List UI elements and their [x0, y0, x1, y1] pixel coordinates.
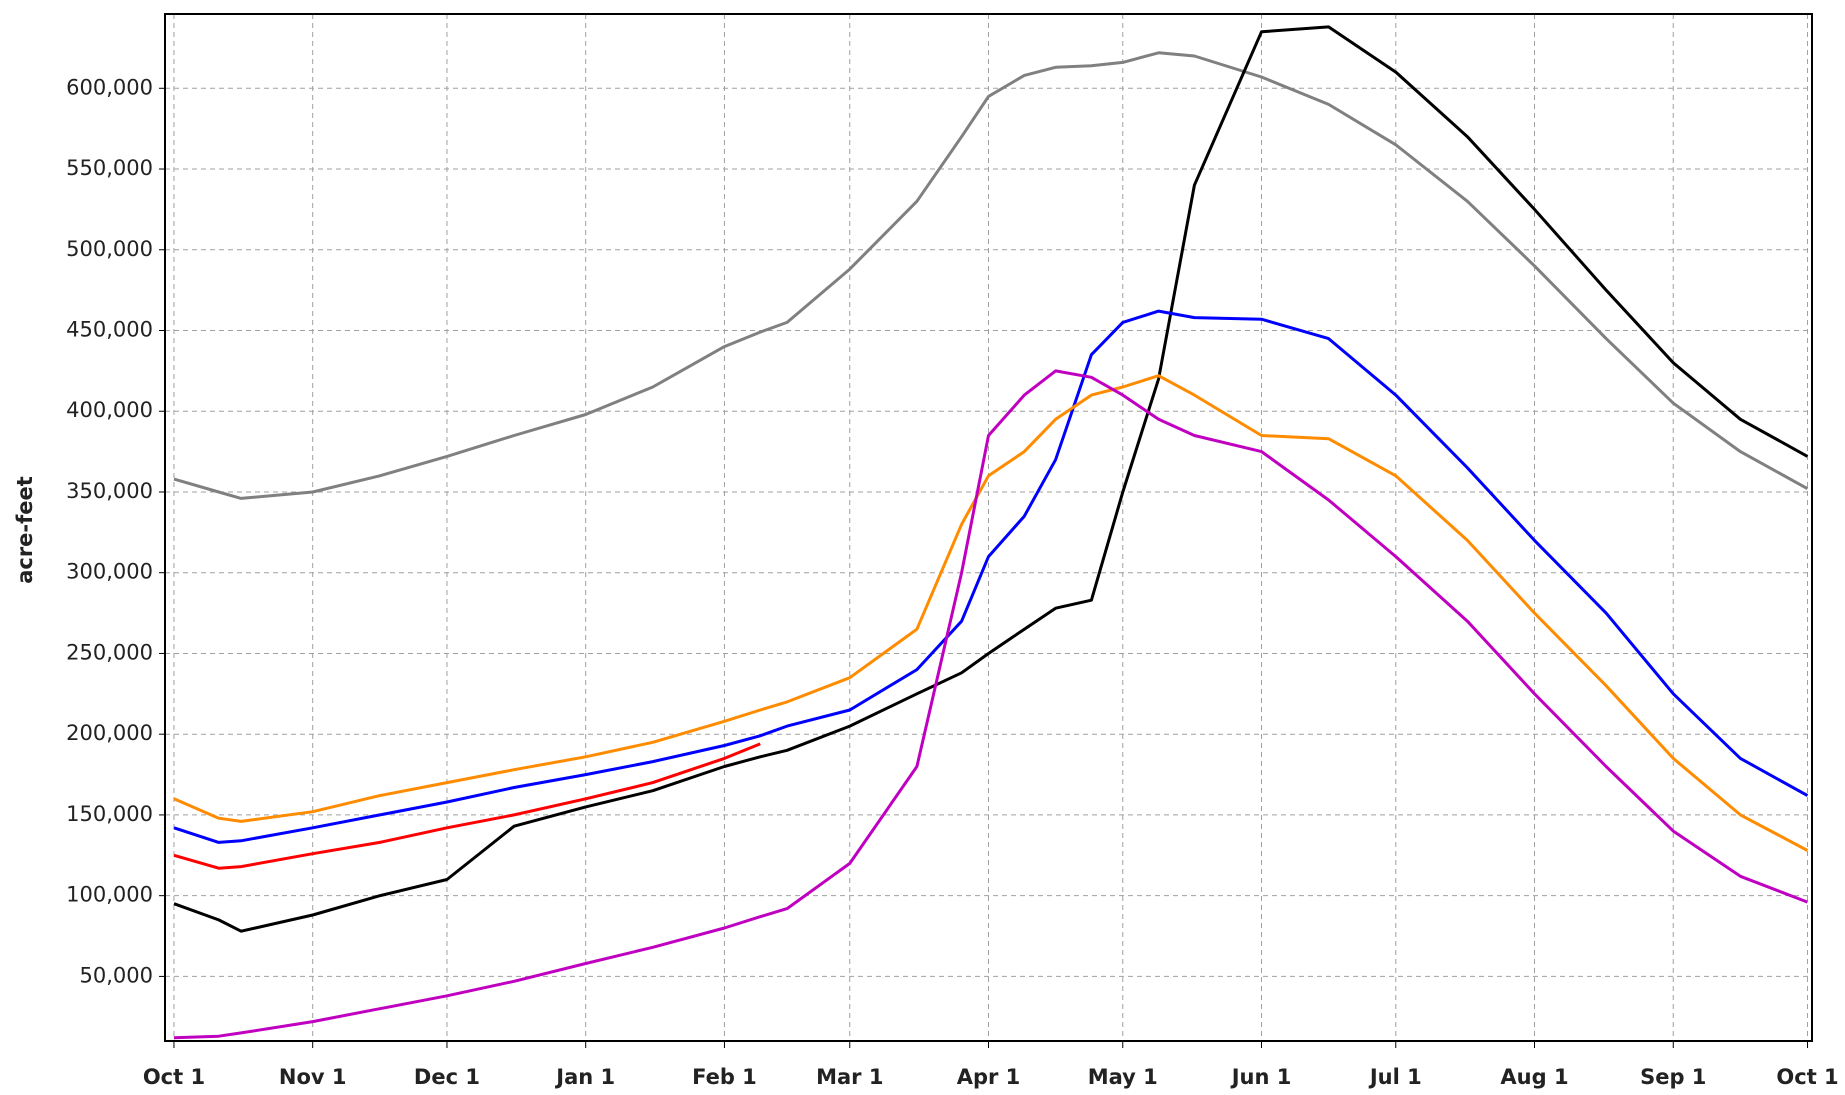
series-line — [173, 742, 761, 870]
x-tick-label: Dec 1 — [414, 1065, 480, 1089]
x-tick-label: Jul 1 — [1368, 1065, 1422, 1089]
x-tick-label: Feb 1 — [692, 1065, 757, 1089]
x-tick-label: Mar 1 — [816, 1065, 883, 1089]
y-tick-label: 450,000 — [66, 317, 153, 341]
x-tick-label: Jan 1 — [554, 1065, 615, 1089]
y-tick-label: 550,000 — [66, 156, 153, 180]
x-tick-label: May 1 — [1088, 1065, 1158, 1089]
y-tick-label: 300,000 — [66, 560, 153, 584]
series-line — [173, 25, 1809, 933]
plot-frame — [164, 13, 1813, 1042]
y-tick-label: 600,000 — [66, 75, 153, 99]
y-tick-label: 50,000 — [80, 963, 153, 987]
x-tick-label: Aug 1 — [1500, 1065, 1568, 1089]
y-tick-label: 100,000 — [66, 883, 153, 907]
x-tick-label: Sep 1 — [1640, 1065, 1706, 1089]
x-tick-label: Oct 1 — [143, 1065, 205, 1089]
y-tick-label: 350,000 — [66, 479, 153, 503]
y-tick-label: 250,000 — [66, 640, 153, 664]
series-line — [173, 51, 1809, 500]
x-tick-label: Nov 1 — [279, 1065, 347, 1089]
y-tick-label: 400,000 — [66, 398, 153, 422]
x-tick-label: Jun 1 — [1230, 1065, 1292, 1089]
series-line — [173, 369, 1809, 1040]
y-axis-label: acre-feet — [13, 476, 37, 584]
x-tick-label: Oct 1 — [1776, 1065, 1838, 1089]
x-tick-label: Apr 1 — [957, 1065, 1021, 1089]
y-tick-label: 200,000 — [66, 721, 153, 745]
y-tick-label: 500,000 — [66, 237, 153, 261]
series-line — [173, 374, 1809, 852]
series-line — [173, 309, 1809, 844]
y-tick-label: 150,000 — [66, 802, 153, 826]
